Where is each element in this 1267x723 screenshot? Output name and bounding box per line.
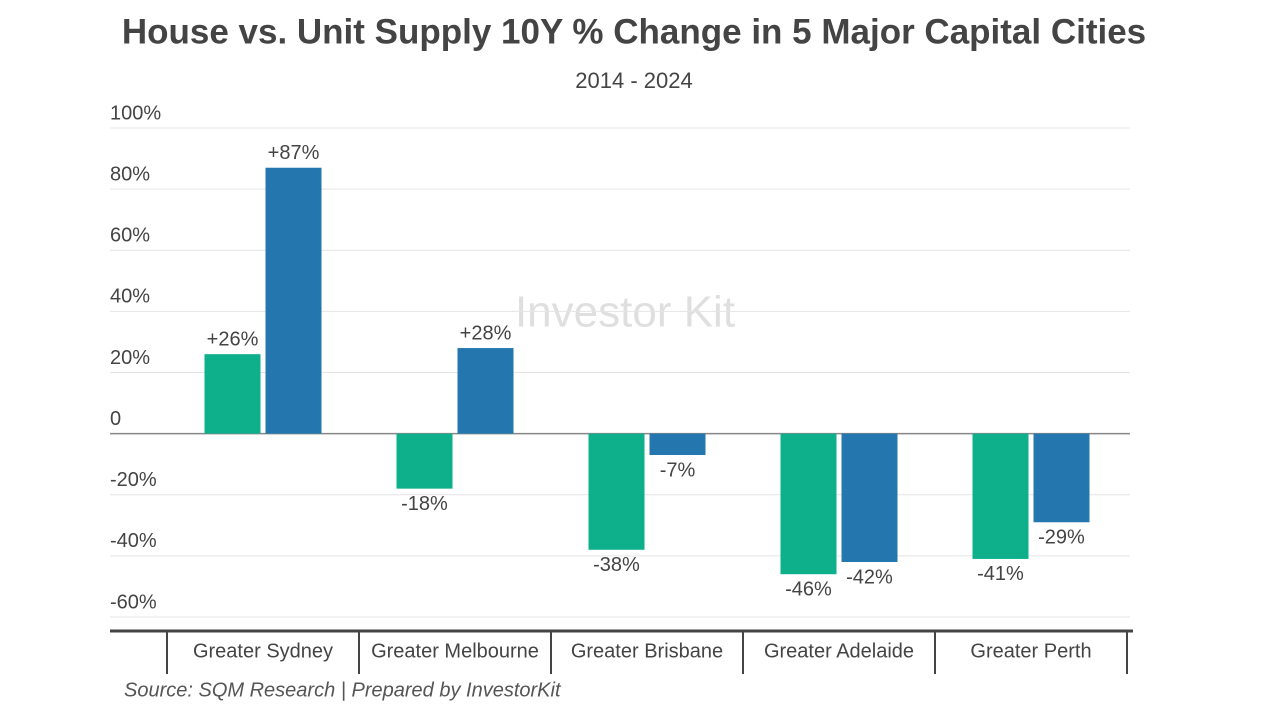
y-tick-label: 60% xyxy=(110,225,150,247)
y-tick-label: 80% xyxy=(110,163,150,185)
bar xyxy=(649,433,706,456)
chart-subtitle: 2014 - 2024 xyxy=(575,68,692,93)
data-label: -29% xyxy=(1038,527,1085,549)
source-note: Source: SQM Research | Prepared by Inves… xyxy=(124,679,562,701)
x-tick-label: Greater Melbourne xyxy=(371,640,539,662)
data-label: +26% xyxy=(207,328,259,350)
data-label: -41% xyxy=(977,563,1024,585)
chart-title: House vs. Unit Supply 10Y % Change in 5 … xyxy=(122,12,1146,51)
bar xyxy=(396,433,453,489)
x-tick-label: Greater Brisbane xyxy=(571,640,723,662)
data-label: -42% xyxy=(846,566,893,588)
data-label: +28% xyxy=(460,322,512,344)
data-label: -38% xyxy=(593,554,640,576)
y-tick-label: 20% xyxy=(110,347,150,369)
y-tick-label: -60% xyxy=(110,591,157,613)
data-label: +87% xyxy=(268,142,320,164)
y-tick-label: 0 xyxy=(110,408,121,430)
x-tick-label: Greater Sydney xyxy=(193,640,333,662)
y-tick-label: -40% xyxy=(110,530,157,552)
bar xyxy=(204,354,261,434)
data-label: -7% xyxy=(660,459,696,481)
bar xyxy=(972,433,1029,559)
bar xyxy=(588,433,645,550)
bar xyxy=(780,433,837,575)
y-tick-label: 100% xyxy=(110,102,161,124)
watermark: Investor Kit xyxy=(515,288,735,337)
bar xyxy=(265,167,322,434)
bar xyxy=(841,433,898,562)
y-tick-label: 40% xyxy=(110,286,150,308)
data-label: -46% xyxy=(785,578,832,600)
x-tick-label: Greater Adelaide xyxy=(764,640,914,662)
y-tick-label: -20% xyxy=(110,469,157,491)
bar xyxy=(457,348,514,434)
bar xyxy=(1033,433,1090,523)
x-tick-label: Greater Perth xyxy=(970,640,1091,662)
data-label: -18% xyxy=(401,493,448,515)
